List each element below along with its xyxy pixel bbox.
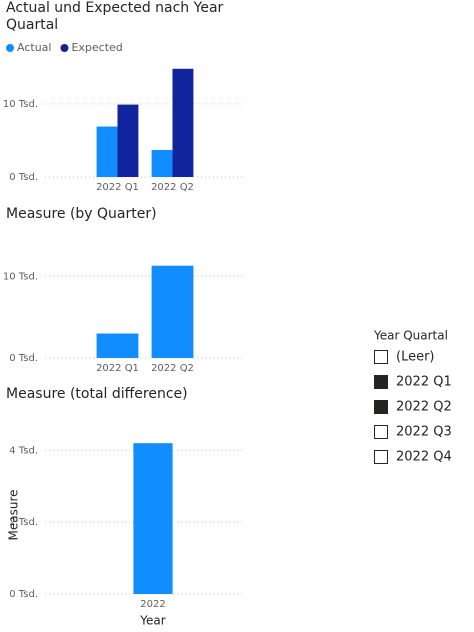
bar: [172, 68, 194, 177]
checkbox[interactable]: [374, 375, 388, 389]
slicer-item[interactable]: 2022 Q4: [396, 450, 452, 465]
legend-label: Actual: [17, 41, 51, 54]
checkbox[interactable]: [374, 350, 388, 364]
slicer-item[interactable]: 2022 Q1: [396, 375, 452, 390]
x-tick-label: 2022: [140, 599, 165, 610]
y-tick-label: 0 Tsd.: [9, 353, 38, 364]
chart-title: Measure (total difference): [6, 386, 188, 402]
legend-label: Expected: [71, 41, 122, 54]
bar: [133, 443, 173, 594]
bar: [151, 149, 173, 177]
y-tick-label: 0 Tsd.: [9, 589, 38, 600]
y-tick-label: 2 Tsd.: [9, 517, 38, 528]
slicer-title: Year Quartal: [373, 329, 448, 343]
x-tick-label: 2022 Q2: [151, 182, 194, 193]
x-tick-label: 2022 Q1: [96, 182, 139, 193]
chart-title: Measure (by Quarter): [6, 206, 157, 222]
checkbox[interactable]: [374, 425, 388, 439]
chart-title: Actual und Expected nach Year Quartal: [6, 0, 224, 33]
y-axis-title: Measure: [7, 490, 21, 541]
checkbox[interactable]: [374, 400, 388, 414]
slicer-item[interactable]: (Leer): [396, 350, 435, 365]
y-tick-label: 0 Tsd.: [9, 172, 38, 183]
bar: [151, 265, 194, 358]
x-tick-label: 2022 Q1: [96, 363, 139, 374]
y-tick-label: 10 Tsd.: [3, 99, 38, 110]
y-tick-label: 10 Tsd.: [3, 271, 38, 282]
bar: [117, 104, 139, 177]
x-tick-label: 2022 Q2: [151, 363, 194, 374]
x-axis-title: Year: [139, 614, 165, 628]
bar: [96, 126, 118, 177]
legend-marker: [6, 44, 14, 52]
bar: [96, 333, 139, 358]
slicer-item[interactable]: 2022 Q2: [396, 400, 452, 415]
slicer-item[interactable]: 2022 Q3: [396, 425, 452, 440]
checkbox[interactable]: [374, 450, 388, 464]
legend-marker: [60, 44, 69, 52]
y-tick-label: 4 Tsd.: [9, 445, 38, 456]
